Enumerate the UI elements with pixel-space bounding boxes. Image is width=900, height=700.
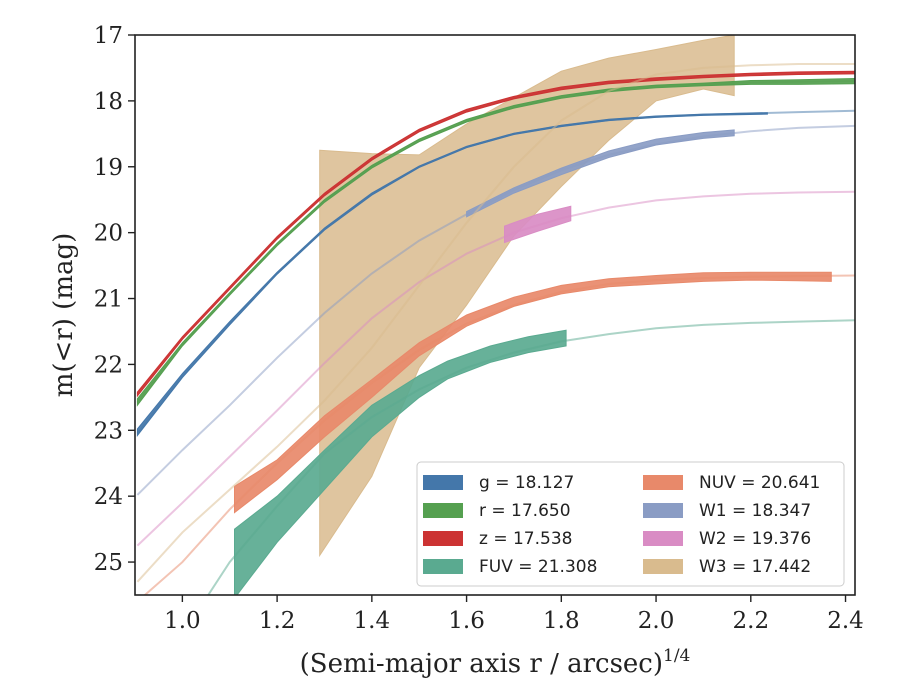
y-tick-label: 20 <box>94 221 123 247</box>
x-tick-label: 1.2 <box>259 608 296 634</box>
x-tick-label: 2.4 <box>827 608 864 634</box>
legend-label-r: r = 17.650 <box>479 501 571 521</box>
legend-swatch-z <box>423 531 463 546</box>
plot-frame <box>134 34 856 596</box>
y-tick-label: 24 <box>94 484 123 510</box>
x-tick-label: 2.2 <box>733 608 770 634</box>
model-line-g <box>136 109 855 435</box>
x-tick-label: 1.8 <box>543 608 580 634</box>
y-tick-label: 23 <box>94 418 123 444</box>
y-tick-label: 19 <box>94 155 123 181</box>
model-line-layer <box>136 63 855 595</box>
y-tick-label: 21 <box>94 287 123 313</box>
x-axis: 1.0 1.2 1.4 1.6 1.8 2.0 2.2 2.4 <box>164 595 864 634</box>
y-tick-label: 18 <box>94 89 123 115</box>
legend-label-z: z = 17.538 <box>479 529 572 549</box>
x-tick-label: 2.0 <box>638 608 675 634</box>
legend-swatch-w1 <box>643 503 683 518</box>
legend-swatch-r <box>423 503 463 518</box>
model-line-w1 <box>136 124 855 496</box>
model-line-nuv <box>143 274 855 595</box>
model-line-r <box>136 80 855 404</box>
model-line-z <box>136 71 855 395</box>
model-line-fuv <box>207 319 855 595</box>
y-tick-label: 17 <box>94 23 123 49</box>
y-tick-label: 22 <box>94 352 123 378</box>
legend-swatch-fuv <box>423 559 463 574</box>
y-axis-label: m(<r) (mag) <box>49 233 79 398</box>
band-nuv <box>234 271 832 514</box>
x-tick-label: 1.6 <box>448 608 485 634</box>
legend-label-w3: W3 = 17.442 <box>699 557 811 577</box>
legend-label-g: g = 18.127 <box>479 473 574 493</box>
x-tick-label: 1.4 <box>354 608 391 634</box>
legend-swatch-w2 <box>643 531 683 546</box>
legend-swatch-w3 <box>643 559 683 574</box>
y-tick-label: 25 <box>94 550 123 576</box>
legend-box <box>416 461 845 587</box>
legend-label-w1: W1 = 18.347 <box>699 501 811 521</box>
legend-swatch-nuv <box>643 475 683 490</box>
legend-label-w2: W2 = 19.376 <box>699 529 811 549</box>
band-w1 <box>466 129 735 218</box>
x-axis-label: (Semi-major axis r / arcsec)1/4 <box>300 646 691 679</box>
legend-label-fuv: FUV = 21.308 <box>479 557 597 577</box>
legend-swatch-g <box>423 475 463 490</box>
y-axis: 17 18 19 20 21 22 23 24 25 <box>94 23 135 576</box>
legend: g = 18.127 r = 17.650 z = 17.538 FUV = 21.3… <box>416 461 845 587</box>
x-tick-label: 1.0 <box>164 608 201 634</box>
band-fuv <box>234 329 567 595</box>
model-line-w3 <box>136 63 855 583</box>
legend-label-nuv: NUV = 20.641 <box>699 473 820 493</box>
model-line-w2 <box>136 190 855 547</box>
